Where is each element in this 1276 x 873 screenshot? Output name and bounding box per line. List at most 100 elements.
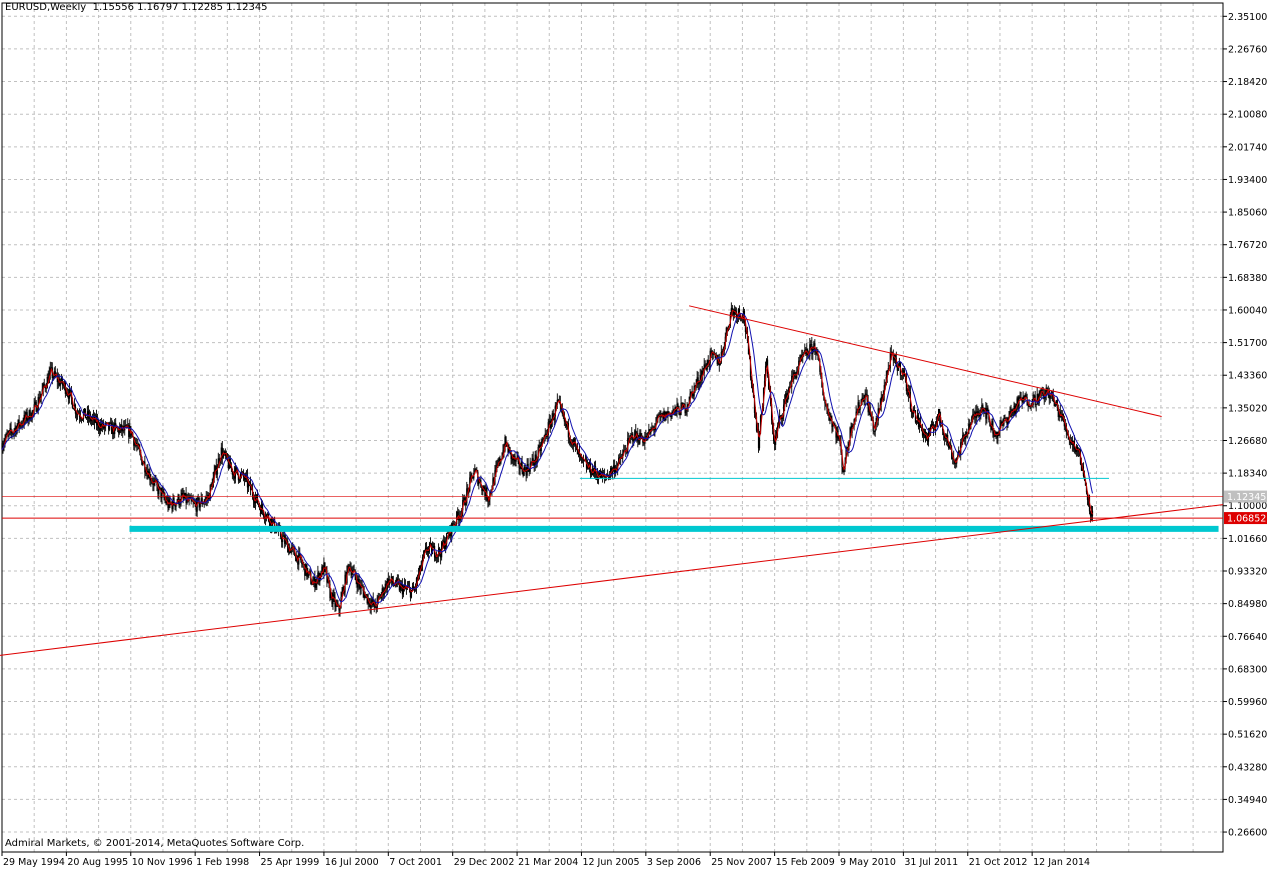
candle-body (492, 478, 494, 490)
candle-body (508, 447, 510, 453)
candle-body (613, 465, 615, 469)
candle-body (221, 447, 223, 458)
candle-body (371, 599, 373, 603)
candle-body (237, 474, 240, 481)
candle-body (507, 445, 509, 453)
candle-body (496, 464, 498, 468)
candle-body (377, 596, 379, 598)
candle-body (755, 416, 758, 431)
candle-body (863, 399, 865, 402)
candle-body (394, 585, 396, 587)
candle-body (1039, 391, 1041, 395)
candle-body (75, 413, 78, 415)
candle-body (770, 403, 773, 421)
candle-body (760, 411, 763, 416)
candle-body (418, 566, 421, 574)
candle-body (319, 573, 321, 582)
candle-body (530, 462, 532, 464)
candle-body (989, 419, 991, 426)
candle-body (345, 574, 347, 584)
candle-body (1055, 400, 1057, 404)
candle-body (552, 413, 554, 420)
candle-body (1029, 405, 1031, 407)
candle-body (79, 416, 82, 419)
candle-body (805, 348, 807, 351)
candle-body (330, 592, 332, 599)
candle-body (1066, 431, 1068, 435)
candle-body (639, 432, 641, 444)
x-tick-label: 20 Aug 1995 (67, 857, 128, 868)
candle-body (596, 474, 599, 480)
candle-body (333, 594, 335, 597)
candle-body (213, 471, 215, 478)
y-tick-label: 0.68300 (1228, 664, 1267, 675)
candle-body (1040, 389, 1042, 392)
candle-body (375, 607, 377, 609)
candle-body (569, 439, 571, 444)
candle-body (422, 555, 425, 558)
candle-body (739, 314, 742, 319)
x-tick-label: 21 Oct 2012 (969, 857, 1028, 868)
candle-body (442, 542, 444, 546)
candle-body (405, 588, 408, 589)
candle-body (52, 376, 54, 379)
candle-body (553, 416, 555, 420)
candle-body (59, 382, 61, 386)
candle-body (623, 450, 625, 454)
candle-body (717, 359, 719, 365)
candle-body (387, 578, 389, 585)
candle-body (535, 454, 537, 463)
candle-body (382, 588, 384, 596)
plot-frame (1, 2, 1224, 853)
y-tick-label: 2.35100 (1228, 12, 1267, 23)
candle-body (557, 399, 559, 401)
candle-body (831, 418, 833, 427)
candle-body (993, 433, 995, 437)
candle-body (579, 454, 582, 457)
candle-body (763, 381, 766, 388)
candle-body (452, 523, 454, 526)
candle-body (430, 543, 433, 555)
candle-body (568, 437, 570, 440)
candle-body (968, 423, 970, 434)
candle-body (474, 469, 476, 473)
candle-body (872, 420, 874, 431)
candle-body (616, 467, 618, 470)
candle-body (577, 450, 580, 455)
candle-body (1063, 420, 1065, 427)
candle-body (262, 510, 265, 517)
candle-body (780, 415, 782, 417)
y-tick-label: 0.76640 (1228, 632, 1267, 643)
candle-body (995, 431, 997, 435)
y-tick-label: 1.26680 (1228, 436, 1267, 447)
candle-body (248, 482, 251, 483)
candle-body (690, 391, 692, 394)
candle-body (72, 408, 75, 410)
candle-body (930, 423, 933, 427)
candle-body (1053, 400, 1055, 407)
candle-body (401, 584, 403, 595)
candle-body (706, 360, 708, 370)
candle-body (528, 469, 530, 472)
candle-body (1009, 411, 1011, 417)
candle-body (643, 442, 645, 444)
candle-body (918, 420, 921, 428)
x-tick-label: 7 Oct 2001 (389, 857, 442, 868)
candle-body (928, 431, 931, 435)
candle-body (519, 467, 521, 469)
candle-body (898, 362, 900, 367)
candle-body (854, 417, 856, 420)
candle-body (773, 428, 775, 441)
candle-body (538, 445, 540, 448)
candle-body (590, 474, 593, 476)
candle-body (767, 373, 770, 389)
candle-body (498, 458, 500, 465)
candle-body (922, 433, 925, 436)
candle-body (161, 491, 163, 499)
candle-body (332, 594, 334, 605)
candle-body (252, 495, 255, 502)
candle-body (910, 408, 913, 413)
current-price-label: 1.12345 (1227, 492, 1266, 503)
